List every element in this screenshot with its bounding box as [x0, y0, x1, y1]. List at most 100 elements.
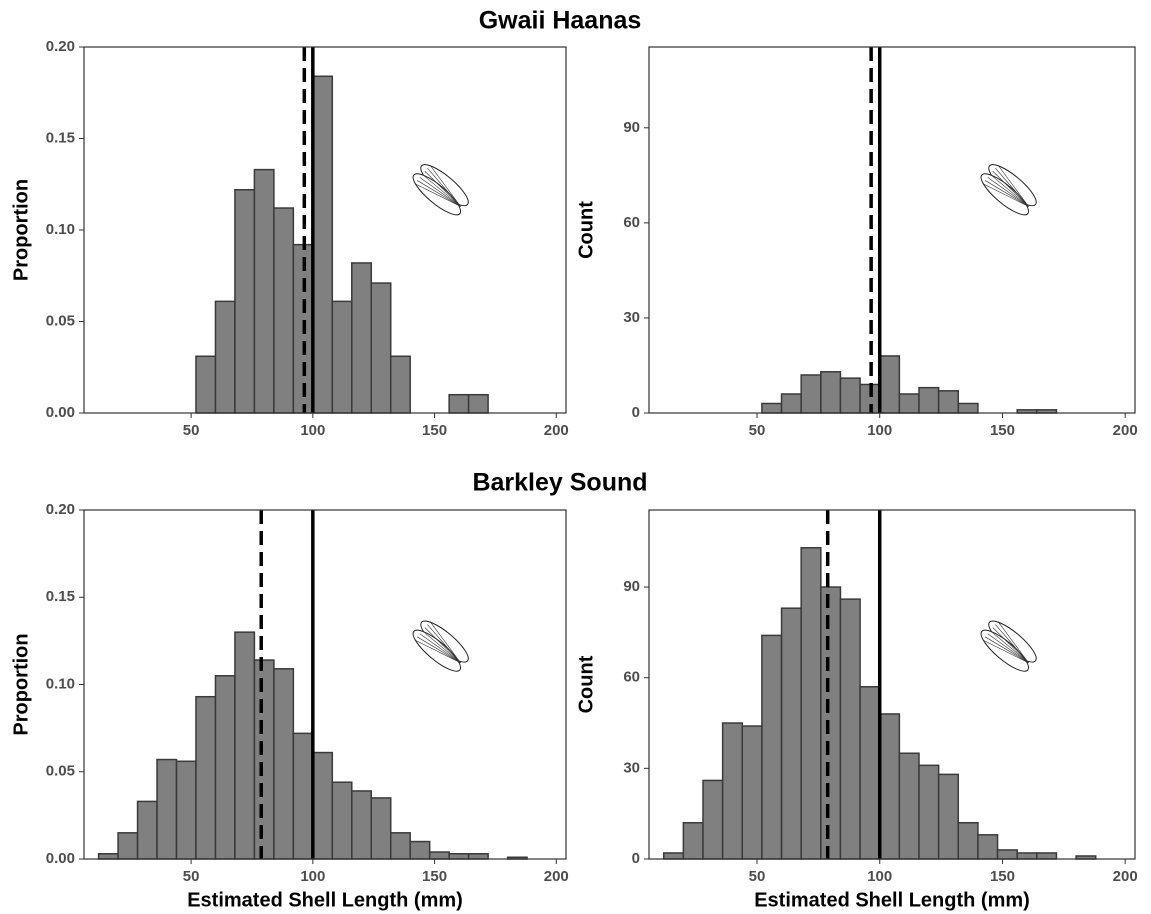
bar [136, 800, 158, 860]
y-tick-label: 30 [623, 309, 640, 326]
y-tick-label: 30 [623, 759, 640, 776]
bar [957, 821, 979, 860]
bar [214, 300, 236, 414]
bar [1016, 852, 1038, 860]
y-tick-label: 0.00 [46, 404, 75, 421]
shell-icon [980, 620, 1037, 672]
bar [898, 752, 920, 860]
bar [780, 607, 802, 860]
bar [800, 547, 822, 860]
bar [918, 764, 940, 860]
bar [957, 402, 979, 414]
shell-rib [422, 174, 461, 207]
x-tick-label: 50 [749, 422, 766, 439]
panel-border [648, 46, 1136, 414]
bar [918, 386, 940, 414]
y-axis-title: Proportion [10, 633, 32, 735]
panel-background [649, 47, 1135, 413]
bar [859, 686, 881, 860]
y-tick-label: 60 [623, 669, 640, 686]
shell-rib [995, 624, 1029, 664]
x-tick-label: 150 [422, 422, 447, 439]
x-tick-label: 50 [183, 422, 200, 439]
shell-rib [419, 177, 461, 207]
bar [780, 393, 802, 414]
bar [761, 402, 783, 414]
x-tick-label: 200 [544, 868, 569, 885]
bar [662, 852, 685, 860]
bar [370, 282, 392, 414]
shell-rib [427, 167, 461, 207]
bar [878, 355, 901, 414]
y-tick-label: 0.15 [46, 129, 75, 146]
shell-rib [982, 639, 1029, 664]
bar [273, 207, 295, 414]
panel-border [83, 509, 567, 860]
bar [761, 634, 783, 860]
bar [428, 851, 450, 860]
shell-rib [982, 183, 1029, 207]
shell-rib [422, 630, 461, 664]
y-tick-label: 90 [623, 578, 640, 595]
bar [820, 371, 842, 414]
bar [800, 374, 822, 414]
shell-rib [997, 621, 1029, 664]
shell-rib [987, 633, 1029, 664]
bar [351, 262, 373, 414]
shell-rib [424, 171, 461, 207]
x-axis-title: Estimated Shell Length (mm) [754, 889, 1030, 911]
shell-rib [419, 633, 461, 664]
bar [195, 355, 217, 414]
bar [312, 751, 334, 860]
bar [389, 355, 411, 414]
row-title: Barkley Sound [472, 469, 647, 497]
y-tick-label: 0.10 [46, 675, 75, 692]
shell-rib [984, 636, 1029, 664]
bar [977, 834, 999, 860]
bar [467, 853, 489, 860]
y-tick-label: 0 [632, 404, 640, 421]
shell-icon [980, 164, 1037, 216]
bar [156, 758, 178, 860]
bar [467, 393, 489, 414]
x-tick-label: 50 [183, 868, 200, 885]
shell-rib [429, 621, 461, 664]
shell-rib [984, 180, 1029, 207]
shell-rib [992, 171, 1029, 207]
bar [937, 390, 960, 414]
y-axis-title: Proportion [10, 179, 32, 281]
bar [721, 722, 744, 860]
shell-rib [995, 167, 1029, 207]
shell-rib [424, 627, 461, 664]
shell-icon [412, 164, 469, 216]
bar [741, 725, 763, 860]
shell-rib [414, 183, 461, 207]
shell-rib [990, 174, 1029, 207]
shell-rib [990, 630, 1029, 664]
bar [702, 779, 724, 860]
x-tick-label: 50 [749, 868, 766, 885]
x-tick-label: 200 [1113, 422, 1138, 439]
bar [448, 853, 470, 860]
bar [97, 853, 119, 860]
y-axis-title: Count [575, 201, 597, 259]
bar [292, 732, 314, 860]
bar [937, 773, 960, 860]
x-tick-label: 100 [867, 868, 892, 885]
shell-icon [412, 620, 469, 672]
shell-rib [427, 624, 461, 664]
x-tick-label: 100 [300, 868, 325, 885]
panel-border [648, 509, 1136, 860]
shell-rib [416, 180, 461, 207]
bar [331, 781, 353, 860]
y-tick-label: 0.15 [46, 588, 75, 605]
bar [409, 840, 431, 860]
y-tick-label: 90 [623, 119, 640, 136]
shell-rib [992, 627, 1029, 664]
x-axis-title: Estimated Shell Length (mm) [187, 889, 463, 911]
bar [214, 675, 236, 860]
shell-rib [987, 177, 1029, 207]
y-tick-label: 60 [623, 214, 640, 231]
y-tick-label: 0.05 [46, 312, 75, 329]
